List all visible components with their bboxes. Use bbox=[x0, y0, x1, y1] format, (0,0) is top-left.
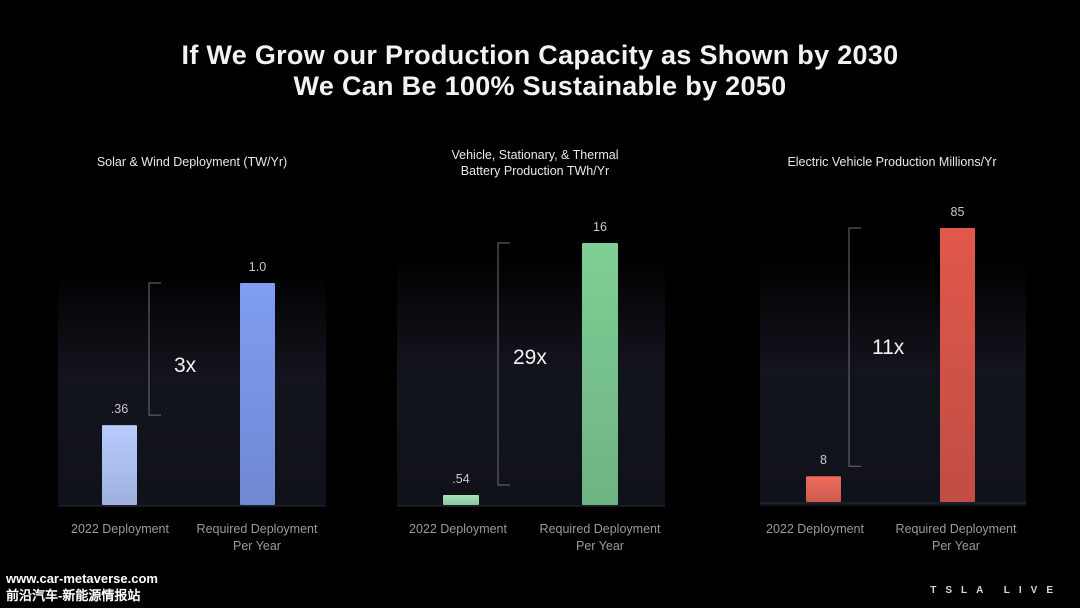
category-label-line: 2022 Deployment bbox=[766, 522, 864, 536]
chart-title-line: Vehicle, Stationary, & Thermal bbox=[451, 148, 619, 162]
chart-svg: 8 85 11x bbox=[760, 205, 1026, 504]
multiplier-bracket bbox=[148, 282, 161, 416]
chart-title: Electric Vehicle Production Millions/Yr bbox=[722, 154, 1062, 170]
chart-background bbox=[397, 252, 665, 506]
category-label: Required Deployment Per Year bbox=[876, 521, 1036, 555]
chart-svg: .54 16 29x bbox=[397, 220, 665, 507]
chart-svg: .36 1.0 3x bbox=[58, 260, 326, 507]
page-title: If We Grow our Production Capacity as Sh… bbox=[0, 40, 1080, 102]
bar bbox=[102, 425, 137, 505]
category-label-line: Required Deployment bbox=[895, 522, 1017, 536]
category-label: 2022 Deployment bbox=[40, 521, 200, 538]
bar bbox=[240, 283, 275, 505]
title-line-1: If We Grow our Production Capacity as Sh… bbox=[181, 40, 899, 70]
category-label: 2022 Deployment bbox=[735, 521, 895, 538]
bar-value-label: 16 bbox=[593, 220, 607, 234]
category-label-line: Required Deployment bbox=[539, 522, 661, 536]
bar bbox=[582, 243, 618, 505]
bar-value-label: .36 bbox=[111, 402, 128, 416]
multiplier-bracket bbox=[848, 227, 861, 467]
category-label-line: Per Year bbox=[576, 539, 624, 553]
category-label-line: Required Deployment bbox=[196, 522, 318, 536]
category-label-line: 2022 Deployment bbox=[71, 522, 169, 536]
chart-title: Vehicle, Stationary, & Thermal Battery P… bbox=[365, 147, 705, 179]
watermark-url: www.car-metaverse.com bbox=[6, 571, 158, 586]
chart-panel-ev-production: Electric Vehicle Production Millions/Yr … bbox=[722, 140, 1062, 570]
chart-panel-solar-wind: Solar & Wind Deployment (TW/Yr) .36 1.0 3x… bbox=[22, 140, 362, 570]
multiplier-label: 3x bbox=[174, 354, 197, 377]
multiplier-bracket bbox=[497, 242, 510, 486]
bar-value-label: .54 bbox=[452, 472, 469, 486]
bar bbox=[940, 228, 975, 502]
category-label: Required Deployment Per Year bbox=[177, 521, 337, 555]
multiplier-label: 11x bbox=[872, 336, 905, 359]
bar-value-label: 85 bbox=[951, 205, 965, 219]
bar-value-label: 1.0 bbox=[249, 260, 266, 274]
chart-title-line: Electric Vehicle Production Millions/Yr bbox=[787, 155, 997, 169]
chart-panel-battery: Vehicle, Stationary, & Thermal Battery P… bbox=[365, 140, 705, 570]
watermark-site: www.car-metaverse.com 前沿汽车-新能源情报站 bbox=[6, 570, 158, 604]
chart-title-line: Battery Production TWh/Yr bbox=[460, 164, 610, 178]
brand-watermark: TSLA LIVE bbox=[930, 585, 1062, 596]
category-label: Required Deployment Per Year bbox=[520, 521, 680, 555]
watermark-site-name: 前沿汽车-新能源情报站 bbox=[6, 588, 141, 603]
category-label-line: Per Year bbox=[233, 539, 281, 553]
multiplier-label: 29x bbox=[513, 346, 547, 369]
chart-background bbox=[760, 258, 1026, 506]
bar-value-label: 8 bbox=[820, 453, 827, 467]
bar bbox=[806, 476, 841, 502]
chart-title: Solar & Wind Deployment (TW/Yr) bbox=[22, 154, 362, 170]
category-label-line: Per Year bbox=[932, 539, 980, 553]
title-line-2: We Can Be 100% Sustainable by 2050 bbox=[293, 71, 787, 101]
chart-title-line: Solar & Wind Deployment (TW/Yr) bbox=[96, 155, 288, 169]
category-label-line: 2022 Deployment bbox=[409, 522, 507, 536]
bar bbox=[443, 495, 479, 505]
category-label: 2022 Deployment bbox=[378, 521, 538, 538]
